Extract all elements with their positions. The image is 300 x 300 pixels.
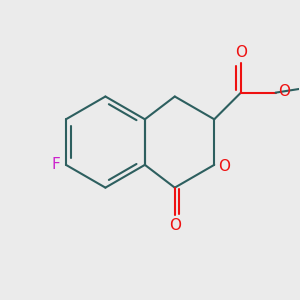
Text: O: O [278,84,290,99]
Text: O: O [169,218,181,233]
Text: F: F [51,158,60,172]
Text: O: O [218,159,230,174]
Text: O: O [235,45,247,60]
